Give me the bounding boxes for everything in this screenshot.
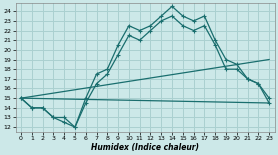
X-axis label: Humidex (Indice chaleur): Humidex (Indice chaleur)	[91, 143, 199, 152]
